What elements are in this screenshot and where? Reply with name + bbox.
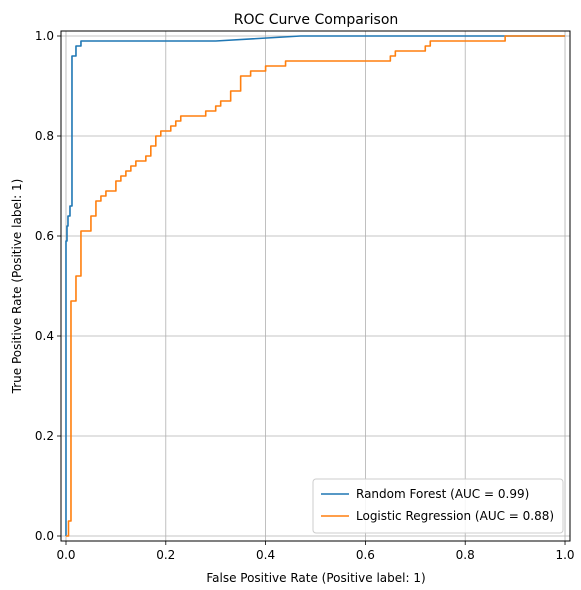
x-tick-label: 1.0	[555, 548, 574, 562]
x-tick-label: 0.6	[356, 548, 375, 562]
y-tick-label: 0.8	[35, 129, 54, 143]
legend-label: Logistic Regression (AUC = 0.88)	[356, 509, 554, 523]
grid-lines	[61, 31, 570, 541]
legend-box	[312, 478, 564, 534]
x-tick-label: 0.0	[56, 548, 75, 562]
x-axis-label: False Positive Rate (Positive label: 1)	[206, 571, 425, 585]
y-tick-label: 0.2	[35, 429, 54, 443]
legend-label: Random Forest (AUC = 0.99)	[356, 487, 529, 501]
legend: Random Forest (AUC = 0.99) Logistic Regre…	[312, 478, 564, 534]
logistic-regression-line	[65, 35, 566, 537]
y-tick-label: 0.4	[35, 329, 54, 343]
axis-ticks: 0.0 0.2 0.4 0.6 0.8 1.0 0.0 0.2 0.4 0.6 0.8 1.0	[35, 29, 575, 562]
x-tick-label: 0.8	[456, 548, 475, 562]
y-tick-label: 0.0	[35, 529, 54, 543]
x-tick-label: 0.4	[256, 548, 275, 562]
y-tick-label: 1.0	[35, 29, 54, 43]
x-tick-label: 0.2	[156, 548, 175, 562]
series-layer	[65, 35, 566, 537]
plot-frame	[60, 30, 571, 542]
random-forest-line	[65, 35, 566, 536]
y-tick-label: 0.6	[35, 229, 54, 243]
chart-title: ROC Curve Comparison	[234, 12, 399, 28]
y-axis-label: True Positive Rate (Positive label: 1)	[10, 179, 24, 395]
